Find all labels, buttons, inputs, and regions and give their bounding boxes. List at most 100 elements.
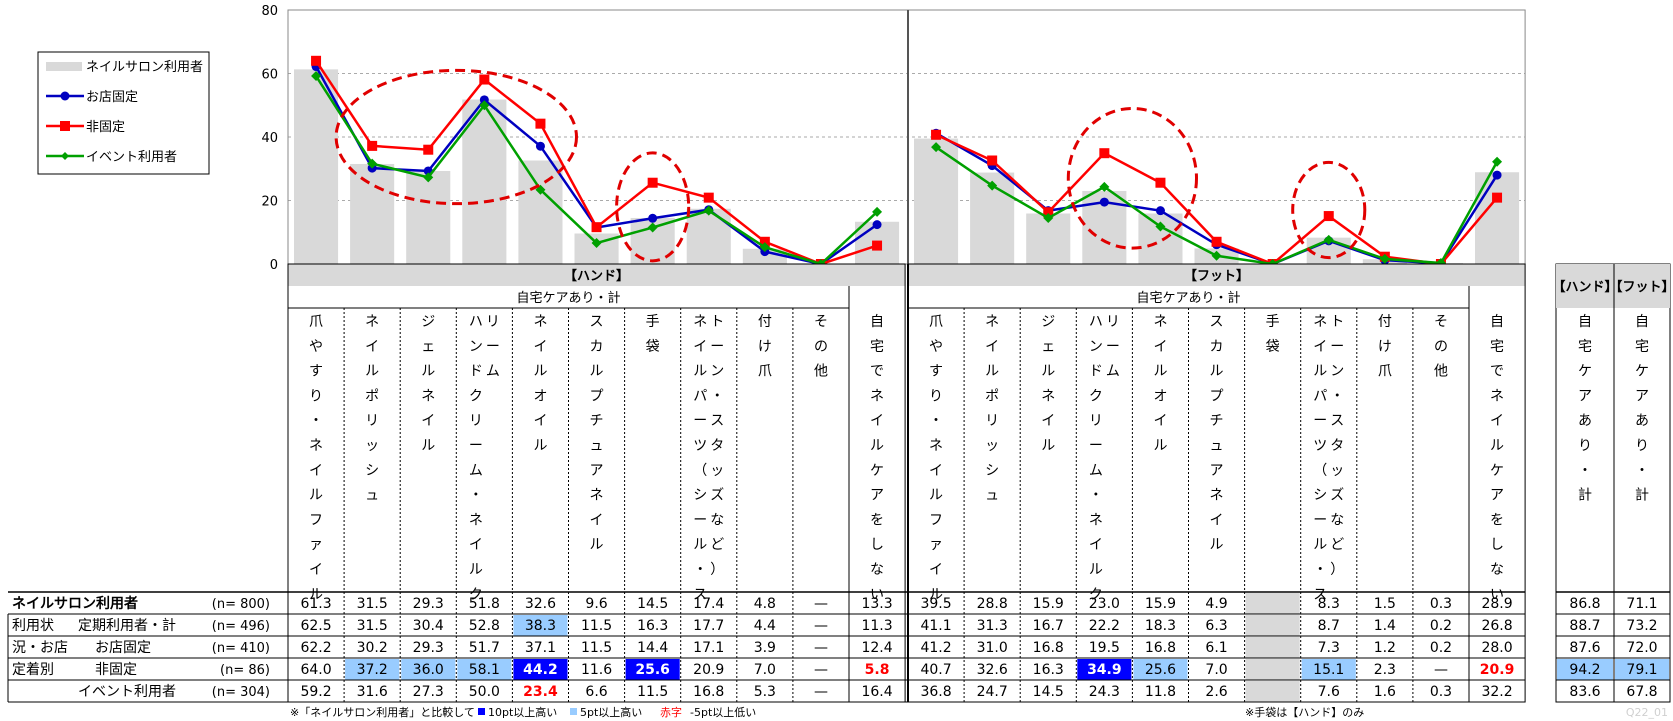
cell-value: 22.2	[1089, 618, 1120, 634]
category-label-char: ズ	[1330, 488, 1344, 504]
category-label-char: や	[309, 339, 323, 355]
category-label-char: ・	[710, 388, 724, 404]
cell-value: 11.5	[581, 640, 612, 656]
category-label-char: ュ	[590, 438, 604, 454]
note-glove: ※手袋は【ハンド】のみ	[1245, 705, 1364, 719]
category-label-char: い	[870, 587, 884, 603]
point-event	[1323, 234, 1334, 245]
legend-label-salon: ネイルサロン利用者	[86, 60, 203, 75]
point-nonfixed	[1492, 192, 1503, 203]
highlight-circle	[1291, 160, 1367, 260]
category-label-char: ス	[590, 314, 604, 330]
category-label-char: ネ	[693, 314, 707, 330]
category-label-char: イ	[870, 413, 884, 429]
category-label-char: ッ	[365, 438, 379, 454]
category-label-char: リ	[1089, 413, 1103, 429]
category-label-char: 爪	[929, 314, 943, 330]
cell-value: 16.8	[693, 684, 724, 700]
category-label-char: イ	[929, 562, 943, 578]
line-nonfixed	[315, 60, 878, 266]
cell-value: 0.3	[1430, 596, 1452, 612]
category-label-char: ス	[1330, 413, 1344, 429]
category-label-char: り	[929, 388, 943, 404]
point-nonfixed	[872, 240, 883, 251]
category-label-char: ー	[693, 413, 707, 429]
cell-highlight	[1133, 659, 1188, 680]
cell-value: 2.3	[1374, 662, 1396, 678]
category-label-char: ュ	[1210, 438, 1224, 454]
cell-value: 32.6	[525, 596, 556, 612]
category-label-char: け	[758, 339, 772, 355]
category-label-char: ツ	[693, 438, 707, 454]
cell-value: —	[1434, 662, 1448, 678]
row-group-label: 定着別	[12, 662, 54, 678]
point-event	[1099, 181, 1110, 192]
category-label-char: そ	[1434, 314, 1448, 330]
category-label-char: オ	[533, 388, 547, 404]
point-nonfixed	[647, 177, 658, 188]
category-label-char: 爪	[758, 364, 772, 380]
category-label-char: ン	[1330, 364, 1344, 380]
category-label-char: ケ	[870, 463, 884, 479]
category-label-char: フ	[929, 512, 943, 528]
category-label-char: チ	[590, 413, 604, 429]
category-label-char: い	[1490, 587, 1504, 603]
cell-value: 61.3	[300, 596, 331, 612]
bar-salon	[914, 138, 959, 264]
legend-marker-nonfixed	[60, 121, 70, 131]
category-label-char: ー	[1313, 512, 1327, 528]
cell-value: 36.8	[920, 684, 951, 700]
category-label-char: 自	[1490, 314, 1504, 330]
cell-value: 15.9	[1033, 596, 1064, 612]
category-label-char: ル	[1089, 562, 1103, 578]
row-label: 定期利用者・計	[78, 618, 176, 634]
category-label-char: な	[1490, 562, 1504, 578]
cell-value: 20.9	[693, 662, 724, 678]
cell-value: 13.3	[861, 596, 892, 612]
cell-value: 18.3	[1145, 618, 1176, 634]
y-tick-label: 40	[261, 131, 278, 146]
category-label-char: シ	[365, 463, 379, 479]
category-label-char: な	[710, 512, 724, 528]
category-label-char: ズ	[710, 488, 724, 504]
category-label-char: イ	[693, 339, 707, 355]
category-label-char: ス	[693, 587, 707, 603]
category-label-char: ル	[469, 562, 483, 578]
category-label-char: ュ	[985, 488, 999, 504]
summary-cell-value: 73.2	[1626, 618, 1657, 634]
section-subheader: 自宅ケアあり・計	[516, 290, 620, 306]
summary-cell-value: 83.6	[1569, 684, 1600, 700]
summary-cell-value: 87.6	[1569, 640, 1600, 656]
category-label-char: ど	[1330, 537, 1344, 553]
page-id: Q22_01	[1626, 706, 1668, 719]
category-label-char: 爪	[1378, 364, 1392, 380]
point-nonfixed	[367, 140, 378, 151]
category-label-char: イ	[309, 463, 323, 479]
category-label-char: や	[929, 339, 943, 355]
note-swatch-light	[570, 708, 577, 715]
cell-value: 1.5	[1374, 596, 1396, 612]
cell-value: 31.0	[977, 640, 1008, 656]
category-label-char: カ	[590, 339, 604, 355]
point-nonfixed	[931, 129, 942, 140]
category-label-char: ュ	[365, 488, 379, 504]
category-label-char: ム	[1089, 463, 1103, 479]
cell-value: 17.7	[693, 618, 724, 634]
category-label-char: イ	[421, 413, 435, 429]
category-label-char: イ	[1210, 512, 1224, 528]
cell-value: 6.1	[1205, 640, 1227, 656]
cell-highlight	[513, 615, 568, 636]
category-label-char: 袋	[1266, 339, 1280, 355]
category-label-char: ネ	[590, 488, 604, 504]
cell-value: 28.9	[1481, 596, 1512, 612]
row-n: (n= 410)	[212, 641, 270, 656]
point-event	[367, 158, 378, 169]
note-red-label: 赤字	[660, 705, 682, 719]
category-label-char: オ	[1153, 388, 1167, 404]
cell-na	[1245, 615, 1300, 636]
category-label-char: ル	[421, 438, 435, 454]
row-label: お店固定	[95, 640, 151, 656]
category-label-char: を	[870, 512, 884, 528]
category-label-char: 宅	[870, 339, 884, 355]
category-label-char: ル	[1153, 438, 1167, 454]
